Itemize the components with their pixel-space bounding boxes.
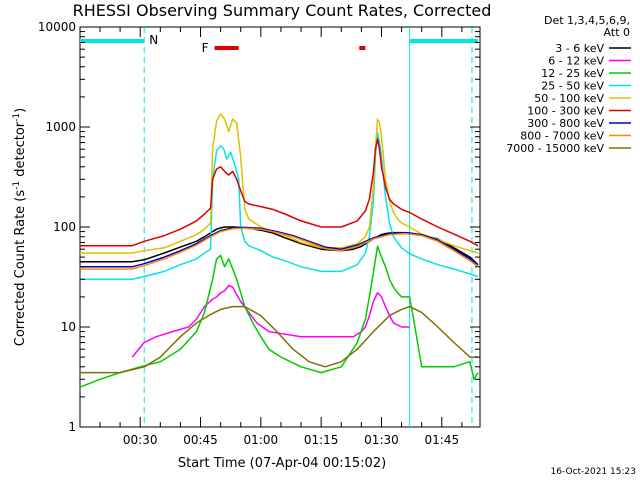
chart-title: RHESSI Observing Summary Count Rates, Co… bbox=[73, 1, 492, 20]
legend-label: 100 - 300 keV bbox=[527, 105, 604, 118]
y-tick-label: 10000 bbox=[38, 20, 76, 34]
legend-label: 800 - 7000 keV bbox=[520, 130, 604, 143]
x-tick-label: 01:30 bbox=[364, 433, 399, 447]
series-layer bbox=[79, 113, 479, 388]
series-line bbox=[79, 305, 478, 374]
y-axis-label-part: detector bbox=[13, 121, 28, 181]
night-marker-label: N bbox=[149, 33, 158, 47]
y-axis: 1 10 100 1000 10000 bbox=[38, 20, 480, 434]
y-axis-label-sup: -1 bbox=[12, 181, 22, 190]
series-line bbox=[79, 131, 479, 281]
series-line bbox=[79, 138, 479, 247]
series-line bbox=[79, 245, 479, 388]
legend-label: 3 - 6 keV bbox=[555, 42, 604, 55]
series-line bbox=[79, 113, 479, 254]
y-tick-label: 10 bbox=[61, 320, 76, 334]
x-tick-label: 00:45 bbox=[183, 433, 218, 447]
series-line bbox=[79, 226, 479, 268]
y-axis-label-sup: -1 bbox=[12, 113, 22, 122]
series-line bbox=[131, 284, 410, 358]
footer-date: 16-Oct-2021 15:23 bbox=[551, 467, 636, 477]
legend-label: 25 - 50 keV bbox=[541, 80, 604, 93]
y-axis-label-part: ) bbox=[13, 108, 28, 113]
x-tick-label: 01:45 bbox=[425, 433, 460, 447]
legend-header-line: Att 0 bbox=[604, 26, 630, 39]
x-tick-label: 01:00 bbox=[244, 433, 279, 447]
legend-label: 12 - 25 keV bbox=[541, 67, 604, 80]
legend-label: 6 - 12 keV bbox=[548, 55, 604, 68]
legend-label: 7000 - 15000 keV bbox=[506, 142, 604, 155]
x-axis: 00:30 00:45 01:00 01:15 01:30 01:45 bbox=[99, 27, 463, 447]
series-line bbox=[79, 227, 479, 270]
y-axis-label: Corrected Count Rate (s-1 detector-1) bbox=[12, 108, 28, 346]
legend-header-line: Det 1,3,4,5,6,9, bbox=[544, 14, 630, 27]
flare-marker-label: F bbox=[202, 41, 209, 55]
legend-label: 50 - 100 keV bbox=[534, 92, 604, 105]
y-tick-label: 100 bbox=[53, 220, 76, 234]
x-axis-label: Start Time (07-Apr-04 00:15:02) bbox=[178, 456, 386, 471]
legend-label: 300 - 800 keV bbox=[527, 117, 604, 130]
y-tick-label: 1 bbox=[68, 420, 76, 434]
x-tick-label: 00:30 bbox=[123, 433, 158, 447]
x-tick-label: 01:15 bbox=[304, 433, 339, 447]
y-axis-label-part: Corrected Count Rate (s bbox=[13, 190, 28, 347]
y-tick-label: 1000 bbox=[45, 120, 76, 134]
